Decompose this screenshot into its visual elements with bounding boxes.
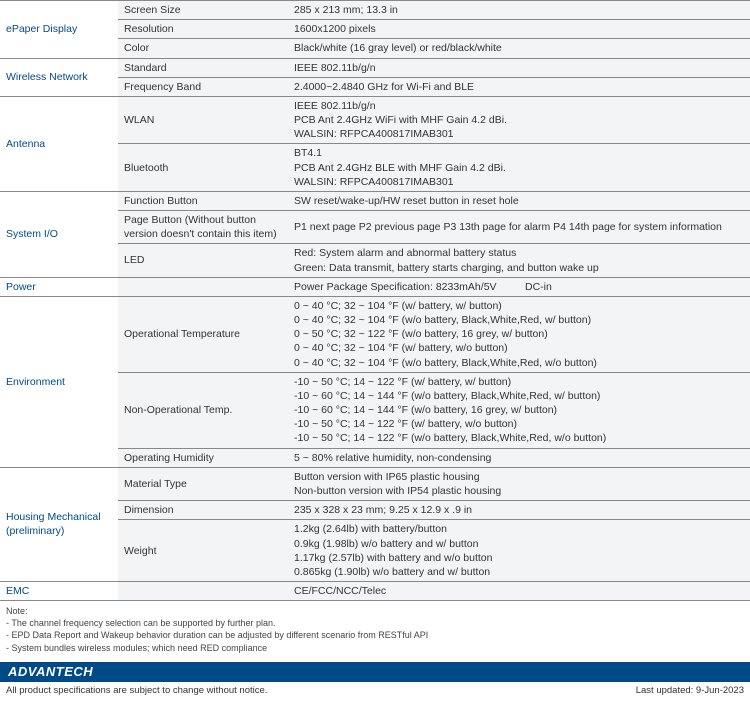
table-row: Housing Mechanical (preliminary)Material… — [0, 467, 750, 500]
value-cell: Button version with IP65 plastic housing… — [288, 467, 750, 500]
value-cell: SW reset/wake-up/HW reset button in rese… — [288, 191, 750, 210]
category-cell: ePaper Display — [0, 1, 118, 59]
table-row: AntennaWLANIEEE 802.11b/g/n PCB Ant 2.4G… — [0, 96, 750, 144]
value-cell: IEEE 802.11b/g/n — [288, 58, 750, 77]
value-cell: P1 next page P2 previous page P3 13th pa… — [288, 211, 750, 244]
category-cell: System I/O — [0, 191, 118, 277]
notes-item: - EPD Data Report and Wakeup behavior du… — [6, 629, 744, 641]
spec-table: ePaper DisplayScreen Size285 x 213 mm; 1… — [0, 0, 750, 601]
notes-heading: Note: — [6, 605, 744, 617]
attribute-cell: Operating Humidity — [118, 448, 288, 467]
table-row: Power Power Package Specification: 8233mA… — [0, 277, 750, 296]
table-row: System I/OFunction ButtonSW reset/wake-u… — [0, 191, 750, 210]
value-cell: IEEE 802.11b/g/n PCB Ant 2.4GHz WiFi wit… — [288, 96, 750, 144]
category-cell: Antenna — [0, 96, 118, 191]
value-cell: DC-in — [519, 277, 750, 296]
category-cell: EMC — [0, 582, 118, 601]
value-cell: BT4.1 PCB Ant 2.4GHz BLE with MHF Gain 4… — [288, 144, 750, 192]
value-cell: 235 x 328 x 23 mm; 9.25 x 12.9 x .9 in — [288, 501, 750, 520]
table-row: EMC CE/FCC/NCC/Telec — [0, 582, 750, 601]
attribute-cell: Operational Temperature — [118, 296, 288, 372]
notes-item: - The channel frequency selection can be… — [6, 617, 744, 629]
value-cell: CE/FCC/NCC/Telec — [288, 582, 750, 601]
attribute-cell: Page Button (Without button version does… — [118, 211, 288, 244]
value-cell: 1.2kg (2.64lb) with battery/button 0.9kg… — [288, 520, 750, 582]
attribute-cell: Resolution — [118, 20, 288, 39]
value-cell: 0 ~ 40 °C; 32 ~ 104 °F (w/ battery, w/ b… — [288, 296, 750, 372]
attribute-cell: Weight — [118, 520, 288, 582]
attribute-cell — [118, 582, 288, 601]
attribute-cell: Function Button — [118, 191, 288, 210]
footer-right-text: Last updated: 9-Jun-2023 — [636, 685, 744, 696]
notes-item: - System bundles wireless modules; which… — [6, 642, 744, 654]
brand-logo: ADVANTECH — [0, 662, 103, 682]
value-cell: 285 x 213 mm; 13.3 in — [288, 1, 750, 20]
notes-block: Note: - The channel frequency selection … — [0, 601, 750, 662]
value-cell: Black/white (16 gray level) or red/black… — [288, 39, 750, 58]
footer-bottom: All product specifications are subject t… — [0, 682, 750, 702]
attribute-cell: Screen Size — [118, 1, 288, 20]
category-cell: Housing Mechanical (preliminary) — [0, 467, 118, 581]
table-row: EnvironmentOperational Temperature0 ~ 40… — [0, 296, 750, 372]
attribute-cell: Dimension — [118, 501, 288, 520]
attribute-cell: Frequency Band — [118, 77, 288, 96]
category-cell: Power — [0, 277, 118, 296]
value-cell: -10 ~ 50 °C; 14 ~ 122 °F (w/ battery, w/… — [288, 372, 750, 448]
attribute-cell: LED — [118, 244, 288, 277]
attribute-cell: Non-Operational Temp. — [118, 372, 288, 448]
footer-stripe — [103, 662, 750, 682]
attribute-cell: Bluetooth — [118, 144, 288, 192]
attribute-cell: WLAN — [118, 96, 288, 144]
value-cell: Power Package Specification: 8233mAh/5V — [288, 277, 519, 296]
category-cell: Wireless Network — [0, 58, 118, 96]
attribute-cell — [118, 277, 288, 296]
attribute-cell: Material Type — [118, 467, 288, 500]
attribute-cell: Standard — [118, 58, 288, 77]
value-cell: Red: System alarm and abnormal battery s… — [288, 244, 750, 277]
value-cell: 1600x1200 pixels — [288, 20, 750, 39]
attribute-cell: Color — [118, 39, 288, 58]
footer-bar: ADVANTECH — [0, 662, 750, 682]
table-row: ePaper DisplayScreen Size285 x 213 mm; 1… — [0, 1, 750, 20]
spec-table-body: ePaper DisplayScreen Size285 x 213 mm; 1… — [0, 1, 750, 601]
value-cell: 2.4000~2.4840 GHz for Wi-Fi and BLE — [288, 77, 750, 96]
value-cell: 5 ~ 80% relative humidity, non-condensin… — [288, 448, 750, 467]
footer-left-text: All product specifications are subject t… — [6, 685, 267, 696]
category-cell: Environment — [0, 296, 118, 467]
table-row: Wireless NetworkStandardIEEE 802.11b/g/n — [0, 58, 750, 77]
